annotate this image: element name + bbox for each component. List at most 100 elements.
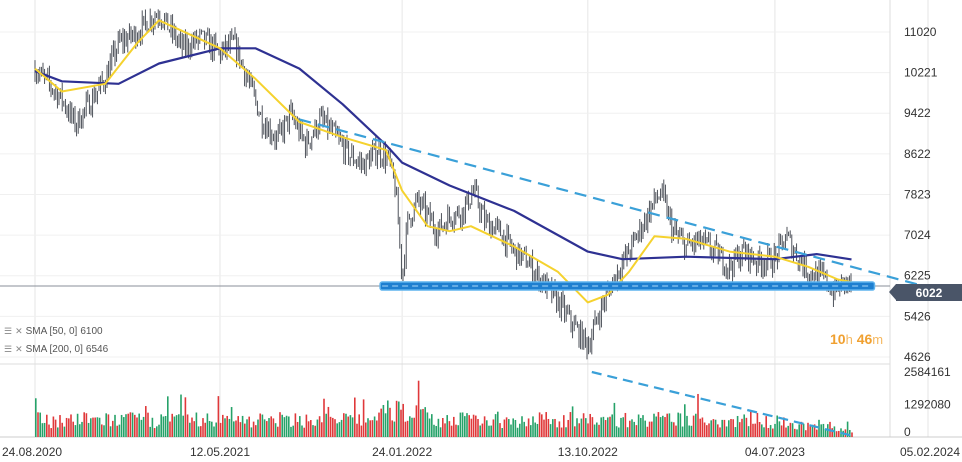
volume-bar bbox=[257, 419, 259, 437]
volume-bar bbox=[312, 425, 314, 437]
volume-bar bbox=[633, 421, 635, 437]
volume-bar bbox=[835, 431, 838, 437]
volume-bar bbox=[851, 432, 853, 437]
volume-bar bbox=[349, 415, 352, 437]
volume-bar bbox=[340, 419, 343, 437]
volume-bar bbox=[147, 412, 149, 437]
settings-icon[interactable]: ☰ bbox=[4, 344, 13, 354]
volume-bar bbox=[402, 403, 404, 437]
volume-bar bbox=[613, 402, 616, 437]
volume-bar bbox=[439, 427, 442, 437]
volume-bar bbox=[358, 414, 360, 437]
volume-bar bbox=[318, 416, 321, 437]
volume-bar bbox=[171, 413, 173, 437]
x-tick-label: 04.07.2023 bbox=[745, 445, 805, 459]
close-icon[interactable]: ✕ bbox=[15, 344, 23, 354]
volume-bar bbox=[252, 421, 255, 437]
volume-bar bbox=[208, 420, 211, 437]
volume-bar bbox=[54, 419, 57, 437]
volume-bar bbox=[35, 398, 37, 437]
volume-bar bbox=[670, 421, 673, 437]
volume-bar bbox=[499, 423, 501, 437]
volume-bar bbox=[376, 420, 378, 437]
volume-bar bbox=[708, 423, 710, 437]
volume-bar bbox=[516, 427, 519, 437]
volume-bar bbox=[290, 426, 292, 437]
volume-bar bbox=[479, 425, 481, 437]
volume-bar bbox=[750, 411, 752, 437]
volume-bar bbox=[50, 428, 52, 437]
volume-bar bbox=[686, 415, 688, 437]
sma200-line bbox=[34, 47, 852, 261]
volume-bar bbox=[730, 418, 732, 437]
volume-bar bbox=[316, 419, 319, 437]
volume-bar bbox=[714, 419, 717, 437]
volume-bar bbox=[444, 423, 446, 437]
volume-bar bbox=[409, 416, 411, 437]
volume-bar bbox=[736, 415, 739, 437]
volume-bar bbox=[598, 424, 600, 437]
legend-sma50[interactable]: ☰ ✕ SMA [50, 0] 6100 bbox=[4, 326, 103, 337]
volume-bar bbox=[626, 427, 629, 437]
last-price-tag: 6022 bbox=[889, 284, 962, 301]
volume-bar bbox=[204, 422, 206, 437]
volume-bar bbox=[657, 412, 660, 437]
x-tick-label: 24.08.2020 bbox=[2, 445, 62, 459]
volume-bar bbox=[142, 416, 145, 437]
volume-bar bbox=[116, 425, 118, 437]
volume-bar bbox=[307, 421, 310, 437]
volume-bar bbox=[334, 419, 336, 437]
volume-bar bbox=[191, 417, 193, 437]
volume-bar bbox=[756, 412, 759, 437]
volume-bar bbox=[675, 425, 677, 437]
volume-bar bbox=[631, 419, 633, 437]
volume-bar bbox=[789, 422, 792, 437]
volume-bar bbox=[120, 414, 123, 437]
volume-bar bbox=[668, 413, 671, 437]
settings-icon[interactable]: ☰ bbox=[4, 326, 13, 336]
volume-bar bbox=[563, 415, 565, 437]
volume-bar bbox=[525, 426, 528, 437]
volume-bar bbox=[303, 427, 305, 437]
volume-bar bbox=[831, 428, 833, 437]
volume-bar bbox=[565, 427, 567, 437]
volume-bar bbox=[387, 400, 389, 437]
volume-bar bbox=[109, 426, 112, 437]
volume-bar bbox=[268, 418, 270, 437]
volume-bar bbox=[472, 414, 475, 437]
legend-sma200-label: SMA [200, 0] bbox=[25, 344, 83, 355]
volume-bar bbox=[272, 418, 275, 437]
volume-bar bbox=[593, 424, 596, 437]
volume-bar bbox=[805, 430, 807, 437]
volume-bar bbox=[136, 417, 138, 437]
volume-bar bbox=[512, 418, 514, 437]
volume-bar bbox=[112, 420, 114, 437]
volume-bar bbox=[604, 420, 607, 437]
volume-bar bbox=[488, 425, 490, 437]
volume-bar bbox=[114, 414, 116, 437]
volume-bar bbox=[453, 416, 455, 437]
volume-bar bbox=[261, 414, 264, 437]
volume-bar bbox=[380, 408, 382, 437]
volume-bar bbox=[417, 380, 420, 437]
volume-bar bbox=[281, 414, 283, 437]
volume-bar bbox=[774, 423, 776, 437]
volume-bar bbox=[241, 415, 244, 437]
volume-bar bbox=[688, 425, 690, 437]
close-icon[interactable]: ✕ bbox=[15, 326, 23, 336]
legend-sma200[interactable]: ☰ ✕ SMA [200, 0] 6546 bbox=[4, 344, 108, 355]
volume-bar bbox=[153, 428, 156, 437]
volume-bar bbox=[279, 412, 281, 437]
volume-bar bbox=[637, 414, 640, 437]
volume-bar bbox=[838, 430, 840, 437]
volume-bar bbox=[195, 412, 198, 437]
volume-bar bbox=[776, 415, 778, 437]
volume-bar bbox=[433, 424, 435, 437]
volume-bar bbox=[332, 417, 334, 437]
volume-bar bbox=[697, 393, 699, 437]
volume-bar bbox=[87, 422, 90, 437]
volume-bar bbox=[206, 413, 209, 437]
last-price-value: 6022 bbox=[915, 285, 943, 300]
volume-bar bbox=[382, 404, 385, 437]
